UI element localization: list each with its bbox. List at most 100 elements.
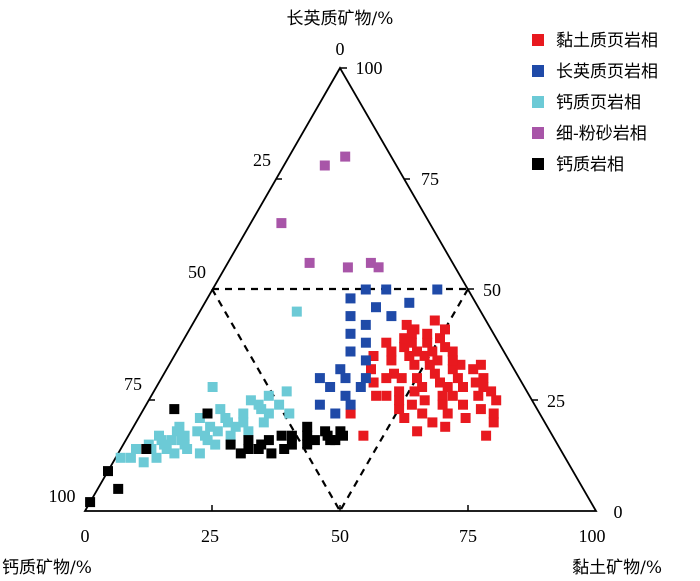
tick-label-right-50: 50 <box>483 280 501 300</box>
tick-marks <box>149 67 538 511</box>
tick-label-bottom-0: 0 <box>81 526 90 546</box>
data-point-0-40 <box>468 364 479 375</box>
series-2 <box>115 306 302 468</box>
data-point-1-16 <box>355 382 366 392</box>
data-point-0-50 <box>412 346 422 357</box>
data-point-2-4 <box>238 408 249 419</box>
data-point-4-9 <box>276 430 287 441</box>
data-point-2-43 <box>171 426 182 437</box>
tick-label-right-100: 100 <box>356 58 383 78</box>
data-point-0-70 <box>371 390 382 401</box>
data-point-0-57 <box>478 382 489 392</box>
data-point-2-1 <box>207 382 218 392</box>
tick-label-top-50: 50 <box>188 262 206 282</box>
legend-swatch-4 <box>532 158 544 170</box>
data-point-1-7 <box>345 328 356 339</box>
data-point-0-31 <box>366 364 376 375</box>
data-point-0-8 <box>437 399 448 410</box>
data-point-0-49 <box>424 359 435 370</box>
data-point-1-2 <box>360 284 371 295</box>
data-point-0-58 <box>447 390 458 401</box>
legend-label-2: 钙质页岩相 <box>556 93 641 113</box>
data-point-0-1 <box>452 373 463 384</box>
data-point-2-44 <box>146 444 157 454</box>
series-4 <box>85 404 348 508</box>
data-point-2-37 <box>284 408 295 419</box>
data-point-4-19 <box>302 421 313 432</box>
data-point-0-21 <box>447 346 458 357</box>
tick-label-bottom-25: 25 <box>201 526 219 546</box>
tick-label-right-25: 25 <box>547 391 565 411</box>
data-point-4-6 <box>225 439 236 450</box>
data-point-3-0 <box>340 151 351 162</box>
data-point-0-41 <box>486 386 497 397</box>
data-point-2-31 <box>138 457 149 468</box>
data-point-2-36 <box>258 417 269 428</box>
data-point-0-62 <box>406 337 417 348</box>
data-point-0-14 <box>419 395 430 406</box>
data-point-0-39 <box>435 333 445 344</box>
tick-label-bottom-75: 75 <box>459 526 477 546</box>
data-point-0-23 <box>470 377 481 388</box>
data-point-3-4 <box>342 262 353 273</box>
data-point-4-26 <box>330 435 341 446</box>
data-point-0-3 <box>432 355 443 366</box>
data-point-1-0 <box>381 284 392 295</box>
data-point-0-45 <box>440 421 451 432</box>
data-point-3-6 <box>373 262 384 273</box>
data-point-2-6 <box>205 421 216 432</box>
data-point-2-22 <box>263 390 274 401</box>
data-point-0-11 <box>409 359 420 370</box>
data-point-0-26 <box>442 408 453 419</box>
data-point-0-30 <box>368 377 379 388</box>
data-point-0-66 <box>481 430 492 441</box>
data-point-0-5 <box>422 337 433 348</box>
data-point-2-32 <box>125 452 136 463</box>
data-point-1-22 <box>314 373 325 384</box>
legend-swatch-2 <box>532 96 544 108</box>
data-point-4-2 <box>103 466 113 477</box>
tick-label-top-100: 100 <box>49 486 76 506</box>
data-point-4-11 <box>243 444 254 454</box>
data-point-1-1 <box>432 284 443 295</box>
data-point-2-38 <box>274 399 285 410</box>
data-point-0-53 <box>442 382 453 392</box>
data-point-0-68 <box>358 430 369 441</box>
data-point-2-29 <box>159 439 170 450</box>
tick-label-top-25: 25 <box>253 150 271 170</box>
data-point-0-15 <box>394 386 405 397</box>
data-point-0-37 <box>419 350 430 361</box>
data-point-4-0 <box>85 497 96 508</box>
data-point-0-55 <box>429 315 440 326</box>
data-point-0-46 <box>412 426 423 437</box>
data-point-1-3 <box>345 293 356 304</box>
data-point-4-7 <box>243 435 254 446</box>
series-3 <box>276 151 384 273</box>
data-point-0-42 <box>491 395 502 406</box>
data-point-2-9 <box>166 435 177 446</box>
data-point-2-21 <box>245 395 256 406</box>
data-points <box>85 151 502 508</box>
boundary-line-left <box>211 288 341 512</box>
data-point-1-10 <box>360 355 371 366</box>
data-point-2-20 <box>215 404 226 415</box>
axis-label-left: 钙质矿物/% <box>2 558 92 578</box>
legend-swatch-3 <box>532 127 544 139</box>
data-point-4-15 <box>286 439 297 450</box>
data-point-2-24 <box>256 404 267 415</box>
data-point-1-12 <box>340 390 351 401</box>
data-point-3-1 <box>319 160 330 171</box>
data-point-3-5 <box>365 257 376 268</box>
data-point-2-30 <box>151 452 162 463</box>
data-point-4-27 <box>338 430 348 441</box>
data-point-0-34 <box>429 368 440 379</box>
data-point-1-8 <box>360 337 371 348</box>
data-point-4-12 <box>235 448 246 459</box>
data-point-0-65 <box>488 417 499 428</box>
data-point-2-3 <box>263 408 274 419</box>
tick-label-right-75: 75 <box>421 169 439 189</box>
data-point-1-14 <box>325 382 336 392</box>
data-point-2-39 <box>225 430 236 441</box>
